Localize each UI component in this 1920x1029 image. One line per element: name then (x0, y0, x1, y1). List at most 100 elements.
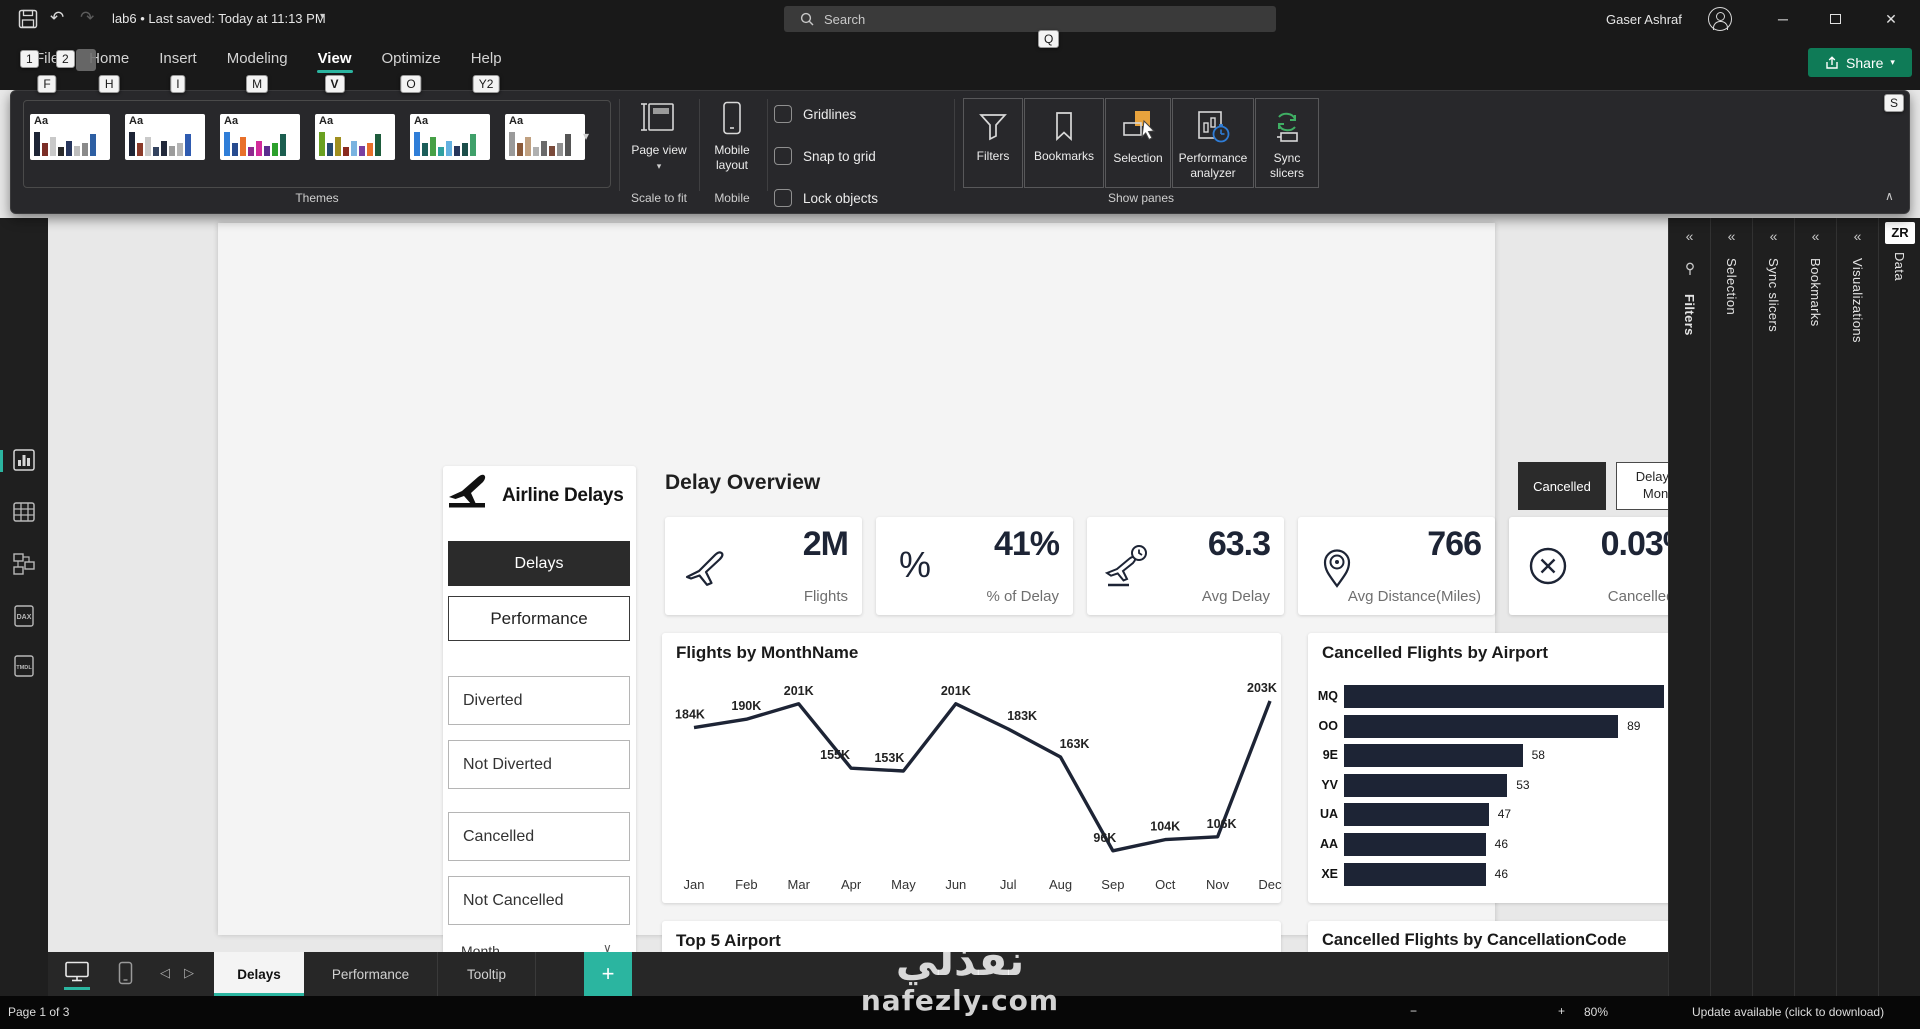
menu-tab-modeling[interactable]: Modeling M (226, 48, 289, 93)
zoom-in-icon[interactable]: + (1558, 1004, 1566, 1018)
collapse-chevron-icon[interactable]: « (1727, 228, 1736, 244)
themes-gallery[interactable]: Aa Aa Aa Aa Aa Aa (23, 100, 611, 188)
toggle-cancelled-button[interactable]: Cancelled (1518, 462, 1606, 510)
page-view-button[interactable]: Page view ▾ (628, 101, 690, 173)
collapse-chevron-icon[interactable]: « (1811, 228, 1820, 244)
sync-slicers-pane-button[interactable]: Sync slicers (1255, 98, 1319, 188)
filter-button-diverted[interactable]: Diverted (448, 676, 630, 725)
minimize-button[interactable]: ─ (1778, 11, 1788, 27)
share-button[interactable]: Share ▾ (1808, 48, 1912, 77)
theme-thumbnail-4[interactable]: Aa (315, 114, 395, 160)
pane-tab-visualizations[interactable]: « Visualizations (1836, 218, 1878, 996)
maximize-button[interactable] (1820, 8, 1850, 30)
checkbox-box[interactable] (774, 189, 792, 207)
checkbox-box[interactable] (774, 147, 792, 165)
menu-tab-help[interactable]: Help Y2 (470, 48, 503, 93)
page-tab-performance[interactable]: Performance (304, 952, 438, 996)
table-view-icon[interactable] (12, 500, 36, 524)
table-row[interactable]: XE 46 (1308, 862, 1708, 887)
collapse-chevron-icon[interactable]: « (1769, 228, 1778, 244)
theme-thumbnail-3[interactable]: Aa (220, 114, 300, 160)
save-icon[interactable] (18, 9, 38, 29)
line-chart-card[interactable]: Flights by MonthName 184K 190K 201K 155K 153… (662, 633, 1282, 903)
page-tab-tooltip[interactable]: Tooltip (438, 952, 536, 996)
pane-tab-label: Data (1892, 252, 1907, 282)
theme-thumbnail-2[interactable]: Aa (125, 114, 205, 160)
filters-pane-button[interactable]: Filters (963, 98, 1023, 188)
palette-bar (446, 141, 452, 156)
table-row[interactable]: 9E 58 (1308, 744, 1708, 768)
keytip-H: H (98, 75, 120, 93)
checkbox-gridlines[interactable]: Gridlines (774, 105, 856, 123)
model-view-icon[interactable] (12, 552, 36, 576)
selection-pane-button[interactable]: Selection (1105, 98, 1171, 188)
menu-tab-home[interactable]: Home H (88, 48, 130, 93)
sidebar-nav-delays[interactable]: Delays (448, 541, 630, 586)
user-avatar[interactable] (1708, 7, 1732, 31)
checkbox-lock-objects[interactable]: Lock objects (774, 189, 878, 207)
month-slicer-chevron-icon[interactable]: ∨ (603, 941, 612, 955)
search-input[interactable]: Search (784, 6, 1276, 32)
kpi-card--of-delay[interactable]: % 41% % of Delay (876, 517, 1073, 615)
themes-gallery-chevron-icon[interactable]: ▾ (583, 129, 590, 143)
ribbon-collapse-chevron-icon[interactable]: ∧ (1885, 189, 1894, 203)
user-name: Gaser Ashraf (1606, 12, 1682, 27)
theme-palette-bars (509, 130, 571, 156)
pane-tab-sync-slicers[interactable]: « Sync slicers (1752, 218, 1794, 996)
tmdl-view-icon[interactable]: TMDL (12, 654, 36, 678)
close-button[interactable]: ✕ (1885, 11, 1897, 27)
pane-tab-filters[interactable]: « Filters (1668, 218, 1710, 996)
kpi-card-flights[interactable]: 2M Flights (665, 517, 862, 615)
filter-button-not-diverted[interactable]: Not Diverted (448, 740, 630, 789)
pane-tab-selection[interactable]: « Selection (1710, 218, 1752, 996)
collapse-chevron-icon[interactable]: « (1853, 228, 1862, 244)
page-tab-delays[interactable]: Delays (214, 952, 304, 996)
table-row[interactable]: AA 46 (1308, 833, 1708, 857)
share-icon (1825, 55, 1839, 70)
mobile-layout-button[interactable]: Mobile layout (703, 101, 761, 173)
menu-tab-file[interactable]: File F (34, 48, 60, 93)
sidebar-nav-performance[interactable]: Performance (448, 596, 630, 641)
zoom-out-icon[interactable]: − (1410, 1004, 1418, 1018)
palette-bar (454, 146, 460, 156)
checkbox-box[interactable] (774, 105, 792, 123)
previous-page-arrow-icon[interactable]: ◁ (160, 965, 170, 980)
data-label: 104K (1150, 820, 1180, 834)
menu-tab-view[interactable]: View V (316, 48, 353, 93)
theme-thumbnail-1[interactable]: Aa (30, 114, 110, 160)
add-page-button[interactable]: + (584, 952, 632, 996)
theme-thumbnail-5[interactable]: Aa (410, 114, 490, 160)
bar (1344, 862, 1486, 886)
filter-button-cancelled[interactable]: Cancelled (448, 812, 630, 861)
checkbox-snap-to-grid[interactable]: Snap to grid (774, 147, 876, 165)
table-row[interactable]: OO 89 (1308, 714, 1708, 739)
pane-button-label: Filters (976, 149, 1010, 163)
pane-tab-data[interactable]: ZR Data (1878, 218, 1920, 996)
pin-icon[interactable] (1684, 262, 1696, 276)
airport-bar-chart-card[interactable]: Cancelled Flights by Airport MQ104 OO 89 9E… (1308, 633, 1708, 903)
kpi-card-avg-delay[interactable]: 63.3 Avg Delay (1087, 517, 1284, 615)
report-view-icon[interactable] (12, 448, 36, 472)
bookmarks-pane-button[interactable]: Bookmarks (1024, 98, 1104, 188)
theme-thumbnail-6[interactable]: Aa (505, 114, 585, 160)
table-row[interactable]: UA 47 (1308, 803, 1708, 827)
pane-tab-bookmarks[interactable]: « Bookmarks (1794, 218, 1836, 996)
menu-tab-insert[interactable]: Insert I (158, 48, 198, 93)
table-row[interactable]: YV 53 (1308, 773, 1708, 798)
search-keytip: Q (1038, 30, 1060, 48)
dax-query-view-icon[interactable]: DAX (12, 604, 36, 628)
menu-tab-optimize[interactable]: Optimize O (381, 48, 442, 93)
document-title-chevron-icon[interactable]: ▾ (320, 11, 326, 22)
table-row[interactable]: MQ104 (1308, 685, 1708, 709)
filter-button-not-cancelled[interactable]: Not Cancelled (448, 876, 630, 925)
desktop-layout-icon[interactable] (64, 961, 90, 990)
next-page-arrow-icon[interactable]: ▷ (184, 965, 194, 980)
zoom-level[interactable]: 80% (1584, 1005, 1609, 1019)
kpi-card-avg-distance-miles-[interactable]: 766 Avg Distance(Miles) (1298, 517, 1495, 615)
update-available-link[interactable]: Update available (click to download) (1692, 1005, 1885, 1019)
mobile-layout-toggle-icon[interactable] (118, 961, 133, 985)
right-pane-rail: « Filters « Selection « Sync slicers « Bookmark… (1668, 218, 1920, 996)
collapse-chevron-icon[interactable]: « (1685, 228, 1694, 244)
undo-icon[interactable]: ↶ (50, 8, 65, 27)
performance-analyzer-pane-button[interactable]: Performance analyzer (1172, 98, 1254, 188)
